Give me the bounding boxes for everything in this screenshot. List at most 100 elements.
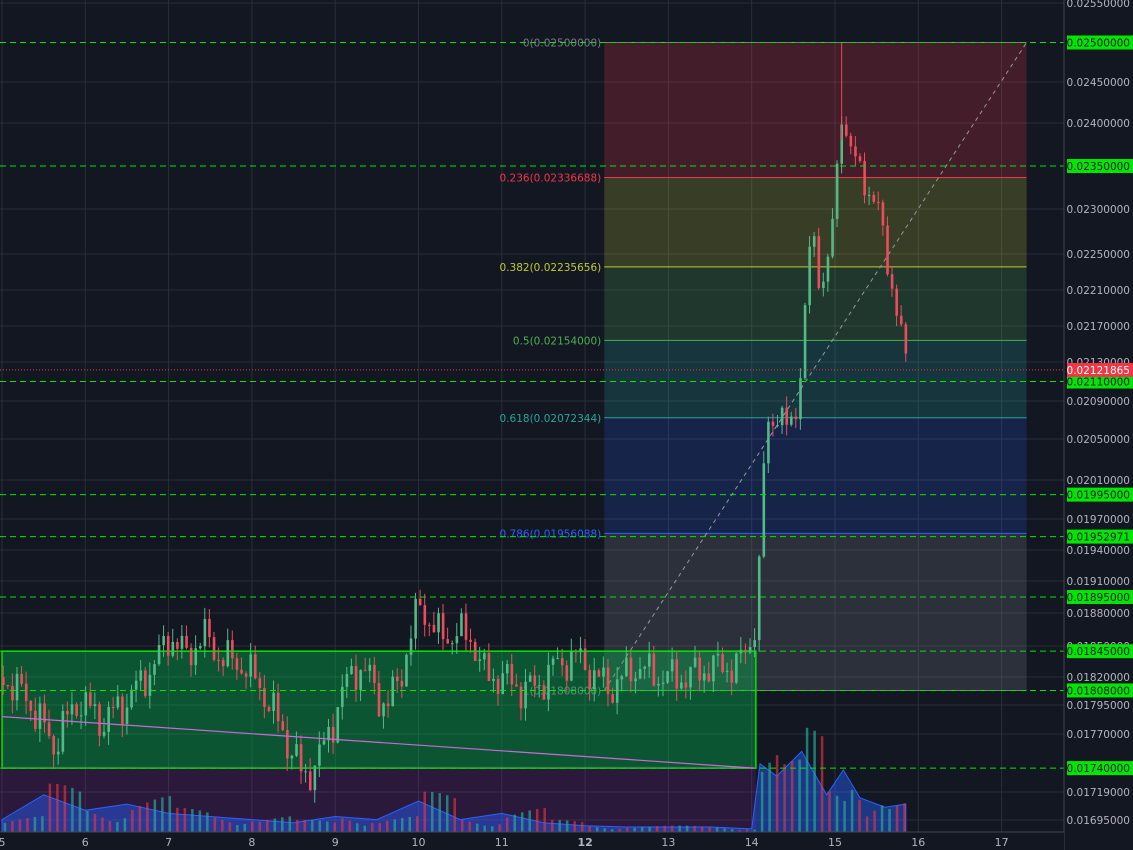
candle-body <box>79 715 83 717</box>
price-tag-label: 0.01808000 <box>1067 685 1130 697</box>
candle-body <box>867 194 871 196</box>
candle-body <box>386 703 390 707</box>
volume-bar <box>520 812 524 832</box>
price-tag-label: 0.02500000 <box>1067 38 1130 50</box>
volume-bar <box>820 736 824 832</box>
candle-body <box>661 682 665 684</box>
volume-bar <box>266 819 269 832</box>
price-line-tag[interactable]: 0.01895000 <box>1067 590 1133 604</box>
fib-level-label: 0.5(0.02154000) <box>513 335 601 347</box>
volume-bar <box>356 823 359 832</box>
price-line-tag[interactable]: 0.01845000 <box>1067 644 1133 659</box>
volume-bar <box>625 827 629 832</box>
volume-bar <box>768 762 771 832</box>
price-line-tag[interactable]: 0.01952971 <box>1067 529 1133 544</box>
candle-body <box>377 683 381 717</box>
candle-body <box>185 635 188 648</box>
price-axis[interactable]: 0.02550000 0.02450000 0.02400000 0.02300000… <box>1063 0 1133 850</box>
time-axis-label: 5 <box>0 836 6 849</box>
price-line-tag[interactable]: 0.02350000 <box>1067 159 1133 173</box>
candle-body <box>629 657 633 682</box>
volume-bar <box>101 817 104 832</box>
fib-trend-line[interactable] <box>603 42 1028 691</box>
volume-bar <box>78 791 82 832</box>
volume-bar <box>401 817 404 832</box>
candle-body <box>464 613 468 640</box>
candle-body <box>226 640 230 667</box>
price-line-tag[interactable]: 0.02110000 <box>1067 374 1133 389</box>
trend-lines[interactable] <box>1 716 755 769</box>
candle-body <box>515 684 518 687</box>
candle-body <box>735 653 738 683</box>
candle-body <box>826 256 830 282</box>
candle-body <box>886 225 889 275</box>
volume-bar <box>670 825 674 832</box>
volume-bar <box>386 821 389 832</box>
volume-bar <box>296 819 299 832</box>
fibonacci-retracement[interactable]: 0(0.02500000) 0.236(0.02336688) 0.382(0.02… <box>500 38 1028 698</box>
price-line-tag[interactable]: 0.02500000 <box>1067 35 1133 50</box>
time-axis[interactable]: 5 6 7 8 9 10 11 12 13 14 15 16 17 <box>0 831 1064 850</box>
fib-level-label: 0.618(0.02072344) <box>500 413 602 425</box>
volume-bar <box>11 820 14 832</box>
candle-body <box>771 421 775 426</box>
volume-bar <box>588 826 591 832</box>
volume-bar <box>408 816 412 832</box>
candle-body <box>153 664 156 675</box>
volume-bar <box>3 822 7 832</box>
candle-body <box>698 657 701 681</box>
volume-bar <box>26 817 29 832</box>
volume-bar <box>93 814 97 832</box>
diagonal-trendline[interactable] <box>1 716 755 769</box>
time-axis-label: 11 <box>495 836 509 849</box>
last-price-tag[interactable]: 0.02121865 <box>1067 362 1133 377</box>
candle-body <box>235 658 239 670</box>
fib-zone <box>604 340 1027 418</box>
candle-body <box>11 685 14 701</box>
volume-bar <box>71 787 74 832</box>
fib-zone <box>604 42 1027 178</box>
volume-bar <box>138 805 142 832</box>
candle-body <box>221 659 225 667</box>
price-line-tag[interactable]: 0.01995000 <box>1067 487 1133 502</box>
candle-body <box>693 657 697 667</box>
candle-body <box>125 707 129 724</box>
candle-body <box>437 613 440 633</box>
volume-bar <box>850 789 854 832</box>
candle-body <box>418 598 422 606</box>
volume-bar <box>843 800 846 832</box>
candle-body <box>803 305 807 379</box>
volume-bar <box>655 826 659 832</box>
price-axis-label: 0.02050000 <box>1067 434 1130 446</box>
candle-body <box>835 163 839 219</box>
price-tag-label: 0.01995000 <box>1067 490 1130 502</box>
horizontal-price-lines[interactable] <box>0 42 1064 769</box>
volume-bar <box>438 793 441 832</box>
candle-body <box>308 771 312 791</box>
candle-body <box>359 669 362 690</box>
candle-body <box>757 556 761 641</box>
candle-body <box>107 706 110 732</box>
candle-body <box>460 613 463 637</box>
volume-bar <box>813 730 816 832</box>
candle-body <box>98 704 101 736</box>
volume-bar <box>176 807 179 832</box>
volume-bar <box>168 796 172 832</box>
candle-body <box>817 236 821 289</box>
candle-body <box>171 641 175 656</box>
volume-bar <box>153 799 157 832</box>
price-tag-background <box>1067 644 1133 659</box>
candle-body <box>492 678 495 681</box>
volume-bar <box>333 822 337 832</box>
price-line-tag[interactable]: 0.01740000 <box>1067 761 1133 776</box>
fib-zone <box>604 266 1027 341</box>
candle-body <box>428 624 431 626</box>
candle-body <box>615 679 619 703</box>
price-line-tag[interactable]: 0.01808000 <box>1067 683 1133 698</box>
volume-bar <box>453 798 456 832</box>
candle-body <box>253 654 257 679</box>
price-tag-background <box>1067 35 1133 50</box>
candle-body <box>267 706 271 712</box>
candle-body <box>318 744 321 766</box>
